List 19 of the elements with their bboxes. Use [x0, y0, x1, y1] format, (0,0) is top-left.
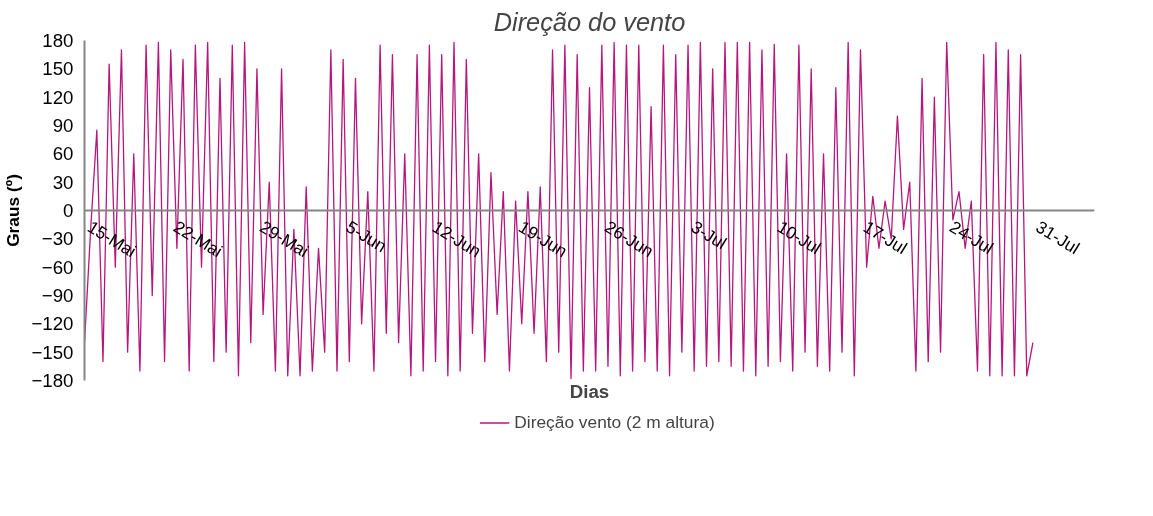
x-tick-label: 3-Jul	[687, 216, 731, 254]
x-axis-title: Dias	[569, 380, 610, 402]
y-tick-label: −180	[31, 370, 74, 391]
y-axis-title: Graus (º)	[3, 174, 24, 247]
y-tick-label: 90	[52, 115, 74, 136]
y-tick-label: −60	[41, 256, 74, 278]
y-tick-label: 120	[42, 86, 74, 108]
chart-title: Direção do vento	[493, 7, 686, 36]
y-tick-label: 180	[42, 30, 74, 51]
y-tick-label: 0	[63, 200, 74, 221]
line-series	[84, 41, 1034, 380]
legend-label: Direção vento (2 m altura)	[514, 411, 715, 433]
y-tick-label: 30	[52, 171, 74, 193]
y-tick-label: 150	[42, 58, 74, 80]
y-tick-label: 60	[52, 143, 74, 165]
y-tick-label: −90	[41, 285, 74, 306]
y-tick-label: −120	[31, 313, 74, 335]
y-tick-label: −150	[31, 341, 74, 363]
y-tick-label: −30	[41, 228, 74, 250]
